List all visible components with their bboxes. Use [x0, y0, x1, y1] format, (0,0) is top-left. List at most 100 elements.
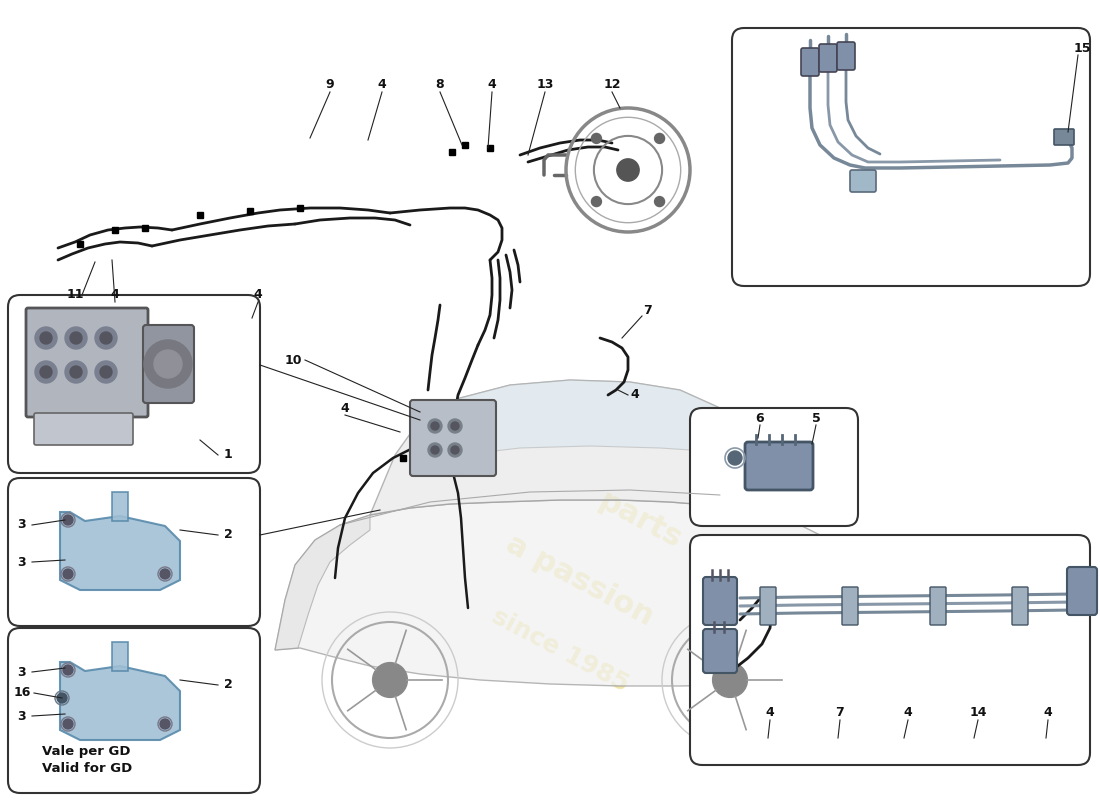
Circle shape — [654, 134, 664, 143]
Circle shape — [451, 422, 459, 430]
Circle shape — [654, 197, 664, 206]
FancyBboxPatch shape — [410, 400, 496, 476]
FancyBboxPatch shape — [1012, 587, 1028, 625]
FancyBboxPatch shape — [8, 478, 260, 626]
Circle shape — [40, 332, 52, 344]
Text: 4: 4 — [487, 78, 496, 91]
Text: 2: 2 — [223, 678, 232, 691]
Text: 9: 9 — [326, 78, 334, 91]
Circle shape — [144, 340, 192, 388]
Text: 10: 10 — [284, 354, 301, 366]
Text: 4: 4 — [341, 402, 350, 414]
Text: 11: 11 — [66, 289, 84, 302]
Text: Vale per GD: Vale per GD — [42, 746, 131, 758]
Polygon shape — [112, 642, 128, 671]
Circle shape — [728, 451, 743, 465]
Text: 1: 1 — [223, 449, 232, 462]
FancyBboxPatch shape — [760, 587, 775, 625]
FancyBboxPatch shape — [690, 535, 1090, 765]
Circle shape — [592, 134, 602, 143]
Polygon shape — [420, 380, 760, 465]
Text: 5: 5 — [812, 411, 821, 425]
Text: 7: 7 — [836, 706, 845, 718]
Polygon shape — [60, 662, 180, 740]
FancyBboxPatch shape — [26, 308, 149, 417]
Circle shape — [448, 419, 462, 433]
Text: Valid for GD: Valid for GD — [42, 762, 132, 774]
Circle shape — [95, 327, 117, 349]
Circle shape — [70, 332, 82, 344]
Circle shape — [160, 719, 170, 729]
Polygon shape — [275, 515, 370, 650]
Circle shape — [35, 361, 57, 383]
Text: 14: 14 — [969, 706, 987, 718]
FancyBboxPatch shape — [801, 48, 820, 76]
FancyBboxPatch shape — [34, 413, 133, 445]
Text: 13: 13 — [537, 78, 553, 91]
FancyBboxPatch shape — [143, 325, 194, 403]
Circle shape — [154, 350, 182, 378]
Circle shape — [100, 366, 112, 378]
Text: 3: 3 — [18, 518, 26, 531]
Circle shape — [63, 569, 73, 579]
Circle shape — [65, 361, 87, 383]
Circle shape — [100, 332, 112, 344]
FancyBboxPatch shape — [690, 408, 858, 526]
FancyBboxPatch shape — [703, 629, 737, 673]
FancyBboxPatch shape — [850, 170, 876, 192]
Text: 8: 8 — [436, 78, 444, 91]
Circle shape — [63, 515, 73, 525]
Circle shape — [451, 446, 459, 454]
Circle shape — [428, 443, 442, 457]
Polygon shape — [275, 500, 860, 686]
FancyBboxPatch shape — [820, 44, 837, 72]
Circle shape — [95, 361, 117, 383]
Circle shape — [592, 197, 602, 206]
FancyBboxPatch shape — [732, 28, 1090, 286]
Polygon shape — [60, 512, 180, 590]
Text: 6: 6 — [756, 411, 764, 425]
FancyBboxPatch shape — [930, 587, 946, 625]
Text: 4: 4 — [1044, 706, 1053, 718]
Text: 12: 12 — [603, 78, 620, 91]
Text: 4: 4 — [630, 389, 639, 402]
Circle shape — [431, 422, 439, 430]
Text: 15: 15 — [1074, 42, 1091, 54]
Polygon shape — [370, 380, 776, 515]
FancyBboxPatch shape — [8, 628, 260, 793]
Text: 2: 2 — [223, 529, 232, 542]
Text: 7: 7 — [644, 303, 652, 317]
Text: 4: 4 — [903, 706, 912, 718]
Circle shape — [448, 443, 462, 457]
Circle shape — [70, 366, 82, 378]
Text: a passion: a passion — [502, 529, 659, 631]
Circle shape — [65, 327, 87, 349]
Text: 16: 16 — [13, 686, 31, 699]
Circle shape — [160, 569, 170, 579]
Circle shape — [35, 327, 57, 349]
Text: 3: 3 — [18, 555, 26, 569]
FancyBboxPatch shape — [1054, 129, 1074, 145]
FancyBboxPatch shape — [8, 295, 260, 473]
FancyBboxPatch shape — [745, 442, 813, 490]
Circle shape — [431, 446, 439, 454]
Circle shape — [57, 693, 67, 703]
Circle shape — [373, 662, 407, 698]
Circle shape — [40, 366, 52, 378]
Circle shape — [713, 662, 747, 698]
Text: 4: 4 — [111, 289, 120, 302]
FancyBboxPatch shape — [842, 587, 858, 625]
Text: 3: 3 — [18, 710, 26, 722]
Text: 4: 4 — [377, 78, 386, 91]
Text: 3: 3 — [18, 666, 26, 678]
Text: 4: 4 — [766, 706, 774, 718]
FancyBboxPatch shape — [837, 42, 855, 70]
Text: 4: 4 — [254, 289, 263, 302]
Text: since 1985: since 1985 — [487, 604, 632, 696]
Circle shape — [63, 665, 73, 675]
Polygon shape — [112, 492, 128, 521]
Circle shape — [428, 419, 442, 433]
Circle shape — [63, 719, 73, 729]
FancyBboxPatch shape — [1067, 567, 1097, 615]
Circle shape — [617, 159, 639, 181]
